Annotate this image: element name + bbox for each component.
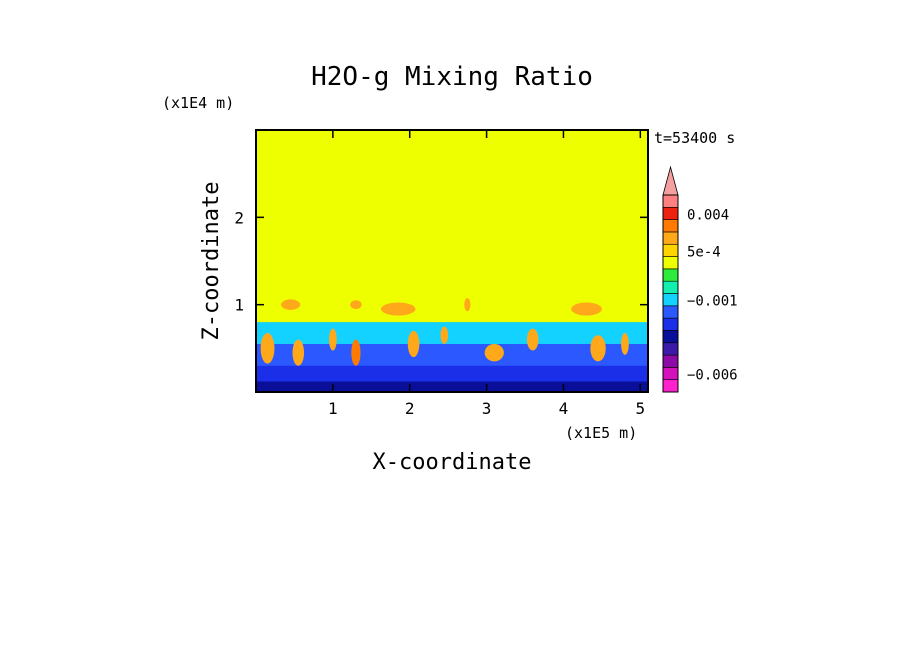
field-plume: [329, 328, 337, 351]
colorbar-band: [662, 317, 679, 331]
plot-area: [255, 129, 649, 393]
colorbar-band: [662, 305, 679, 319]
y-unit-label: (x1E4 m): [162, 94, 234, 112]
colorbar-band: [662, 354, 679, 368]
colorbar-band: [662, 367, 679, 380]
y-ticks: 12: [234, 208, 648, 315]
x-tick-label: 2: [405, 399, 415, 418]
colorbar-band: [662, 256, 679, 270]
field-plume: [590, 335, 606, 362]
colorbar: 0.004 5e-4 −0.001 −0.006: [662, 165, 738, 393]
field-plume: [621, 333, 629, 355]
y-tick-label: 1: [234, 296, 244, 315]
colorbar-extension-arrow: [662, 165, 679, 196]
colorbar-band: [662, 293, 679, 307]
field-layer: [256, 381, 648, 392]
field-plume: [350, 300, 362, 310]
field-plume: [440, 326, 449, 344]
field-plume: [292, 339, 305, 366]
colorbar-band: [662, 280, 679, 294]
x-tick-label: 1: [328, 399, 338, 418]
colorbar-label: 5e-4: [687, 244, 721, 260]
x-tick-label: 4: [559, 399, 569, 418]
field-plume: [351, 339, 361, 366]
colorbar-band: [662, 207, 679, 220]
plot-frame: [255, 129, 649, 393]
x-axis-label: X-coordinate: [373, 450, 532, 475]
field-plume: [464, 298, 471, 312]
colorbar-label: 0.004: [687, 207, 729, 223]
colorbar-band: [662, 379, 679, 393]
colorbar-label: −0.001: [687, 294, 738, 310]
x-ticks: 1 2 3 4 5: [328, 130, 645, 418]
colorbar-band: [662, 330, 679, 344]
x-tick-label: 3: [482, 399, 492, 418]
y-tick-label: 2: [234, 208, 244, 227]
x-tick-label: 5: [635, 399, 645, 418]
colorbar-band: [662, 231, 679, 245]
colorbar-label: −0.006: [687, 368, 738, 384]
field-plume: [526, 328, 539, 351]
colorbar-band: [662, 342, 679, 356]
field-plume: [380, 302, 416, 316]
x-unit-label: (x1E5 m): [565, 424, 637, 442]
colorbar-band: [662, 243, 679, 257]
field-plume: [484, 343, 504, 362]
colorbar-band: [662, 219, 679, 233]
time-label: t=53400 s: [654, 129, 735, 147]
field-plume: [407, 330, 420, 358]
chart-title: H2O-g Mixing Ratio: [311, 62, 593, 92]
y-axis-label: Z-coordinate: [199, 182, 224, 341]
colorbar-frame: [662, 194, 679, 393]
colorbar-band: [662, 194, 679, 208]
field-plume: [260, 333, 275, 364]
colorbar-band: [662, 268, 679, 282]
field-plume: [280, 299, 301, 310]
field-plume: [571, 302, 602, 316]
